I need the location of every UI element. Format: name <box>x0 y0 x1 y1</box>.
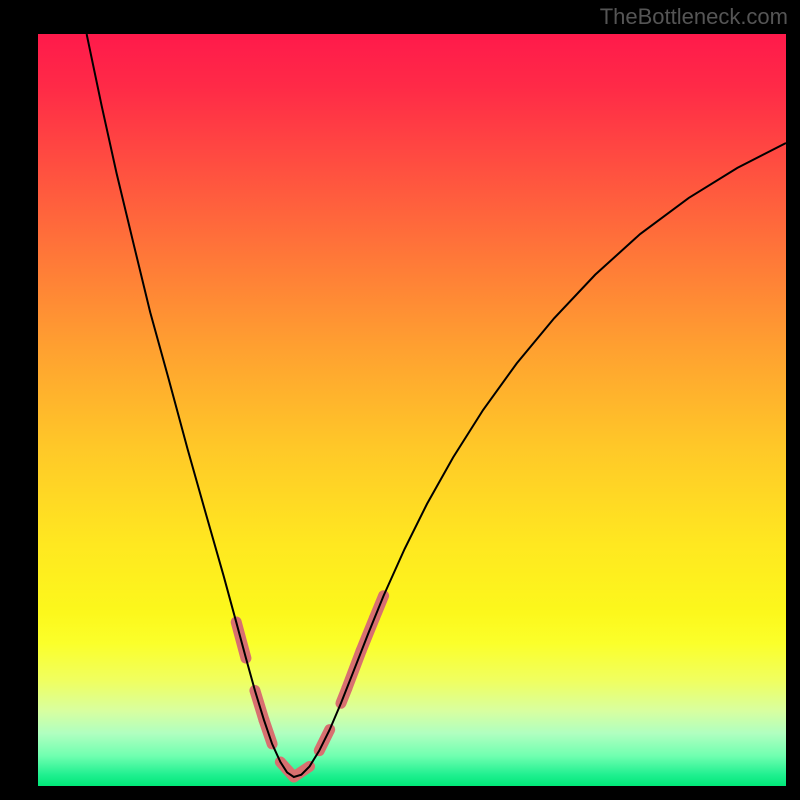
watermark-text: TheBottleneck.com <box>600 4 788 30</box>
curve-svg <box>38 34 786 786</box>
plot-area <box>38 34 786 786</box>
gradient-background <box>38 34 786 786</box>
chart-container: TheBottleneck.com <box>0 0 800 800</box>
